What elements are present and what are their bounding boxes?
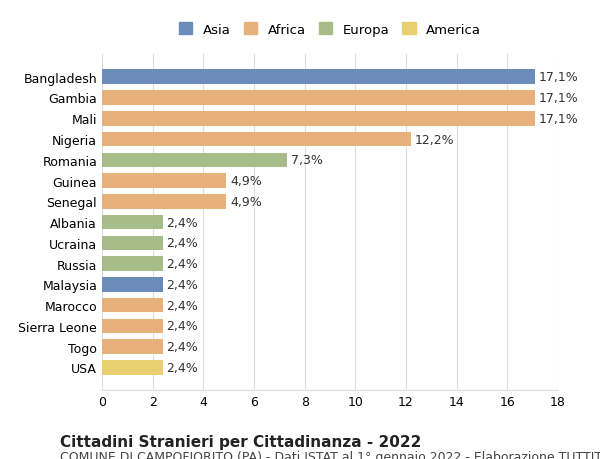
Text: 17,1%: 17,1% xyxy=(539,71,579,84)
Bar xyxy=(102,112,535,126)
Text: 2,4%: 2,4% xyxy=(167,216,199,229)
Bar xyxy=(102,70,535,85)
Bar xyxy=(102,195,226,209)
Bar xyxy=(102,236,163,251)
Text: 17,1%: 17,1% xyxy=(539,112,579,125)
Text: 2,4%: 2,4% xyxy=(167,320,199,333)
Text: 2,4%: 2,4% xyxy=(167,361,199,374)
Legend: Asia, Africa, Europa, America: Asia, Africa, Europa, America xyxy=(173,18,487,42)
Text: 12,2%: 12,2% xyxy=(415,133,454,146)
Bar xyxy=(102,215,163,230)
Text: COMUNE DI CAMPOFIORITO (PA) - Dati ISTAT al 1° gennaio 2022 - Elaborazione TUTTI: COMUNE DI CAMPOFIORITO (PA) - Dati ISTAT… xyxy=(60,450,600,459)
Bar xyxy=(102,278,163,292)
Bar xyxy=(102,91,535,106)
Bar xyxy=(102,360,163,375)
Bar xyxy=(102,257,163,271)
Text: 4,9%: 4,9% xyxy=(230,175,262,188)
Text: 2,4%: 2,4% xyxy=(167,341,199,353)
Text: Cittadini Stranieri per Cittadinanza - 2022: Cittadini Stranieri per Cittadinanza - 2… xyxy=(60,434,421,449)
Text: 2,4%: 2,4% xyxy=(167,278,199,291)
Text: 4,9%: 4,9% xyxy=(230,196,262,208)
Text: 7,3%: 7,3% xyxy=(291,154,323,167)
Bar xyxy=(102,174,226,189)
Bar xyxy=(102,133,411,147)
Bar xyxy=(102,153,287,168)
Text: 17,1%: 17,1% xyxy=(539,92,579,105)
Bar xyxy=(102,319,163,334)
Bar xyxy=(102,340,163,354)
Text: 2,4%: 2,4% xyxy=(167,257,199,270)
Bar xyxy=(102,298,163,313)
Text: 2,4%: 2,4% xyxy=(167,299,199,312)
Text: 2,4%: 2,4% xyxy=(167,237,199,250)
